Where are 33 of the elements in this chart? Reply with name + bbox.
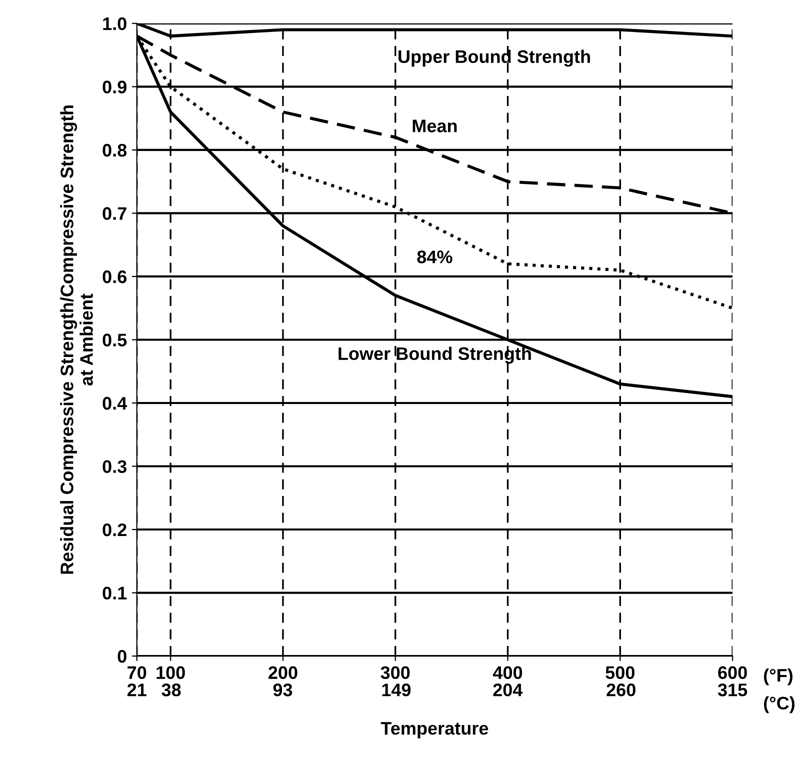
x-tick-label: 600 [718, 666, 747, 680]
x2-tick-label: 204 [493, 684, 523, 696]
y-tick-label: 0.3 [102, 460, 126, 473]
x-axis-title: Temperature [380, 722, 488, 738]
y-tick-label: 0.7 [102, 207, 126, 220]
y-tick-label: 0.4 [102, 396, 128, 410]
y-tick-label: 0 [118, 650, 126, 663]
series-label: Upper Bound Strength [398, 50, 590, 67]
x2-tick-label: 260 [606, 684, 636, 696]
y-tick-label: 1.0 [103, 17, 126, 30]
x-tick-label: 300 [380, 666, 410, 680]
y-tick-label: 0.8 [102, 144, 127, 157]
x-tick-label: 70 [128, 666, 146, 680]
x2-tick-label: 149 [382, 684, 411, 696]
text: (°F) [764, 668, 792, 686]
y-tick-label: 0.9 [102, 80, 126, 94]
x2-tick-label: 93 [273, 684, 292, 696]
x-tick-label: 500 [606, 666, 634, 680]
series-label: Lower Bound Strength [338, 346, 531, 364]
x-tick-label: 200 [268, 666, 298, 680]
y-tick-label: 0.5 [102, 334, 127, 346]
x-tick-label: 400 [492, 666, 522, 680]
text: (°C) [764, 696, 794, 714]
y-tick-label: 0.2 [102, 523, 126, 536]
x2-tick-label: 38 [162, 684, 181, 696]
y-tick-label: 0.1 [102, 586, 127, 600]
series-label: 84% [417, 250, 452, 264]
y-tick-label: 0.6 [102, 270, 126, 284]
x2-tick-label: 315 [718, 684, 748, 696]
series-label: Mean [412, 120, 457, 132]
y-axis-title: Residual Compressive Strength/Compressive Strength at Ambient [60, 106, 93, 574]
x2-tick-label: 21 [127, 684, 146, 696]
x-tick-label: 100 [156, 666, 185, 680]
